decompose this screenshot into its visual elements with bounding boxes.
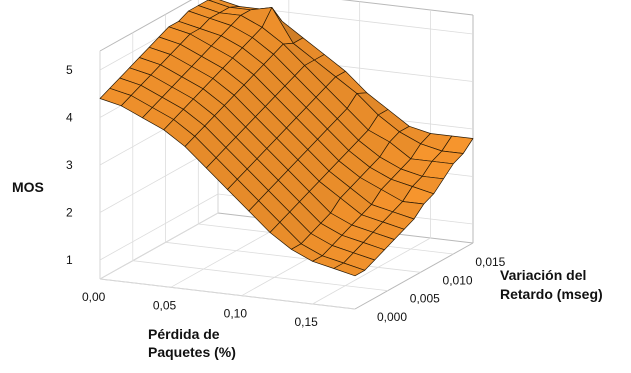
z-tick-label: 2 bbox=[66, 206, 73, 220]
z-axis-label: MOS bbox=[12, 179, 44, 195]
x-axis-label-line1: Pérdida de bbox=[148, 326, 220, 342]
z-tick-label: 5 bbox=[66, 63, 73, 77]
y-tick-label: 0,015 bbox=[475, 255, 505, 269]
y-tick-label: 0,000 bbox=[377, 310, 407, 324]
x-axis-label-line2: Paquetes (%) bbox=[148, 344, 236, 360]
z-tick-label: 3 bbox=[66, 158, 73, 172]
x-grid-line bbox=[99, 212, 219, 280]
y-axis-label-line2: Retardo (mseg) bbox=[500, 286, 603, 302]
y-grid-line bbox=[99, 278, 356, 310]
y-tick-label: 0,010 bbox=[443, 273, 473, 287]
surface-mesh bbox=[99, 0, 474, 277]
surface-cell bbox=[333, 262, 366, 277]
x-tick-label: 0,10 bbox=[224, 307, 248, 321]
y-tick-label: 0,005 bbox=[410, 292, 440, 306]
x-tick-label: 0,05 bbox=[153, 298, 177, 312]
z-tick-label: 4 bbox=[66, 111, 73, 125]
x-tick-label: 0,15 bbox=[295, 315, 319, 329]
z-grid-line bbox=[99, 193, 219, 261]
tick-labels: 1 2 3 4 5 0,00 0,05 0,10 0,15 0,0000,0050,0100,01… bbox=[66, 63, 506, 329]
box-edge bbox=[99, 0, 193, 52]
y-grid-line bbox=[132, 260, 388, 292]
x-tick-label: 0,00 bbox=[82, 290, 106, 304]
y-axis-label-line1: Variación del bbox=[500, 267, 586, 283]
z-tick-label: 1 bbox=[66, 253, 73, 267]
y-grid-line bbox=[165, 241, 421, 273]
